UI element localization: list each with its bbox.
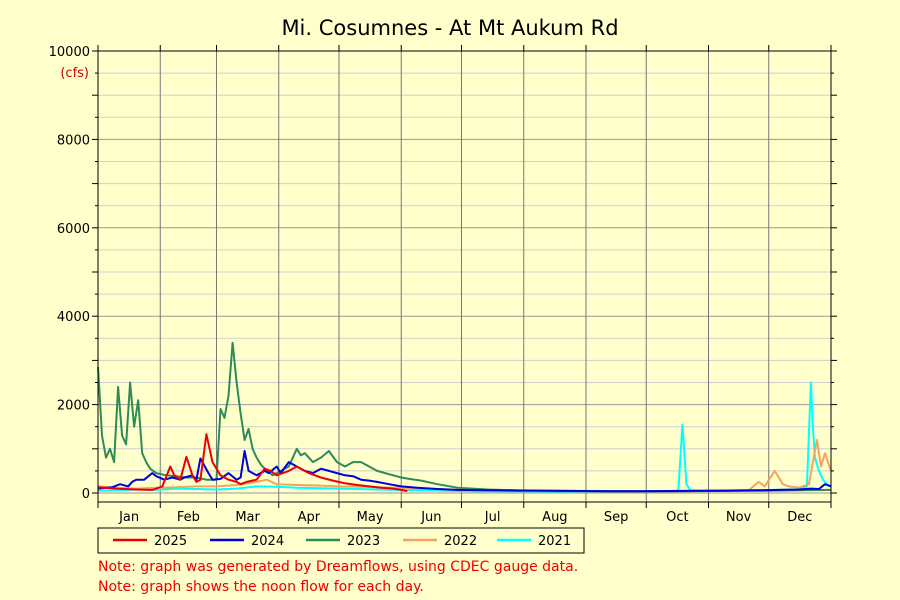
legend: 2025 2024 2023 2022 2021 xyxy=(113,534,571,549)
x-tick-label-may: May xyxy=(357,510,384,525)
legend-label-2021: 2021 xyxy=(538,534,571,549)
x-tick-label-feb: Feb xyxy=(177,510,200,525)
x-tick-label-apr: Apr xyxy=(298,510,321,525)
x-tick-label-mar: Mar xyxy=(235,510,260,525)
series-line-2025 xyxy=(97,433,408,493)
y-tick-label: 0 xyxy=(82,487,90,502)
x-tick-label-jan: Jan xyxy=(118,510,139,525)
x-tick-label-aug: Aug xyxy=(542,510,567,525)
grid-lines xyxy=(98,50,831,502)
note-noon-flow: Note: graph shows the noon flow for each… xyxy=(98,579,424,595)
note-generated-by: Note: graph was generated by Dreamflows,… xyxy=(98,559,578,575)
legend-label-2025: 2025 xyxy=(154,534,187,549)
series-layer xyxy=(97,341,832,493)
plot-frame xyxy=(97,50,832,503)
legend-label-2022: 2022 xyxy=(444,534,477,549)
x-tick-label-jun: Jun xyxy=(420,510,441,525)
legend-label-2024: 2024 xyxy=(251,534,284,549)
y-axis: 0 2000 4000 6000 8000 10000 xyxy=(49,45,837,502)
x-tick-label-oct: Oct xyxy=(666,510,688,525)
x-axis: Jan Feb Mar Apr May Jun Jul Aug Sep Oct Nov Dec xyxy=(97,45,832,525)
x-tick-label-dec: Dec xyxy=(787,510,812,525)
x-tick-label-jul: Jul xyxy=(484,510,501,525)
legend-label-2023: 2023 xyxy=(347,534,380,549)
y-axis-unit: (cfs) xyxy=(60,66,89,81)
chart-title: Mi. Cosumnes - At Mt Aukum Rd xyxy=(281,16,618,40)
x-tick-label-nov: Nov xyxy=(726,510,752,525)
y-tick-label: 6000 xyxy=(57,222,90,237)
y-tick-label: 8000 xyxy=(57,133,90,148)
y-tick-label: 10000 xyxy=(49,45,90,60)
y-tick-label: 4000 xyxy=(57,310,90,325)
plot-area xyxy=(98,51,831,502)
y-tick-label: 2000 xyxy=(57,399,90,414)
x-tick-label-sep: Sep xyxy=(604,510,629,525)
